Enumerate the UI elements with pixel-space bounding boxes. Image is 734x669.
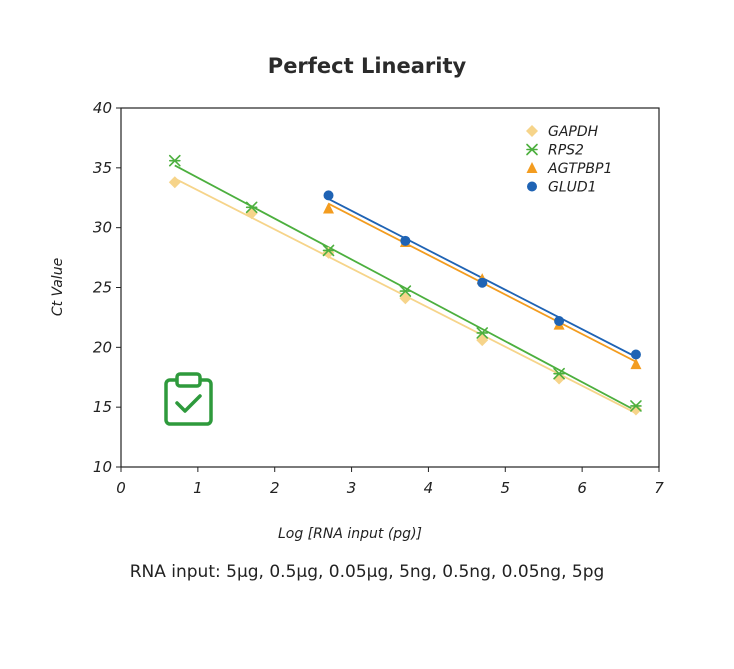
x-tick-label: 0 <box>116 479 126 497</box>
y-tick-label: 15 <box>93 398 112 416</box>
fit-line-rps2 <box>174 164 637 412</box>
legend-marker-glud1 <box>527 181 537 192</box>
data-markers <box>168 154 642 416</box>
point-gapdh <box>476 334 489 347</box>
x-tick-label: 7 <box>654 479 664 497</box>
rna-input-note: RNA input: 5μg, 0.5μg, 0.05μg, 5ng, 0.5n… <box>129 562 605 582</box>
point-glud1 <box>477 277 488 288</box>
point-agtpbp1 <box>323 202 335 214</box>
y-tick-label: 30 <box>93 219 112 237</box>
x-tick-label: 1 <box>193 479 203 497</box>
y-tick-label: 40 <box>93 99 112 117</box>
point-rps2 <box>630 400 642 412</box>
point-rps2 <box>169 154 181 167</box>
y-tick-label: 25 <box>93 279 112 297</box>
point-glud1 <box>323 190 334 201</box>
legend: GAPDH RPS2 AGTPBP1 GLUD1 <box>526 124 612 196</box>
x-tick-label: 6 <box>577 479 587 497</box>
point-agtpbp1 <box>630 358 642 370</box>
y-tick-label: 20 <box>93 338 112 356</box>
point-rps2 <box>322 244 335 257</box>
legend-marker-rps2 <box>526 143 538 156</box>
x-tick-label: 3 <box>347 479 357 497</box>
legend-marker-agtpbp1 <box>526 162 538 173</box>
point-rps2 <box>399 285 412 297</box>
point-rps2 <box>476 327 489 339</box>
legend-label-agtpbp1: AGTPBP1 <box>547 161 612 177</box>
legend-marker-gapdh <box>526 125 538 137</box>
x-tick-label: 2 <box>270 479 280 497</box>
x-axis-label: Log [RNA input (pg)] <box>278 526 422 542</box>
x-tick-label: 4 <box>424 479 434 497</box>
fit-lines <box>174 164 637 414</box>
point-gapdh <box>168 176 181 189</box>
legend-label-gapdh: GAPDH <box>548 124 599 140</box>
point-rps2 <box>245 201 258 214</box>
point-gapdh <box>553 372 566 385</box>
x-tick-label: 5 <box>501 479 511 497</box>
clipboard-check-icon <box>164 372 213 426</box>
legend-label-rps2: RPS2 <box>548 143 584 159</box>
point-glud1 <box>554 316 565 327</box>
chart-title: Perfect Linearity <box>267 54 467 78</box>
point-rps2 <box>553 367 565 380</box>
legend-label-glud1: GLUD1 <box>548 180 597 196</box>
axes: 0 1 2 3 4 5 6 7 10 15 20 25 30 35 40 Log [RNA input (pg… <box>50 99 664 542</box>
y-axis-label: Ct Value <box>50 258 66 316</box>
point-gapdh <box>399 292 412 305</box>
y-tick-label: 10 <box>93 458 112 476</box>
y-tick-label: 35 <box>93 159 112 177</box>
point-glud1 <box>630 349 641 360</box>
point-glud1 <box>400 235 411 246</box>
